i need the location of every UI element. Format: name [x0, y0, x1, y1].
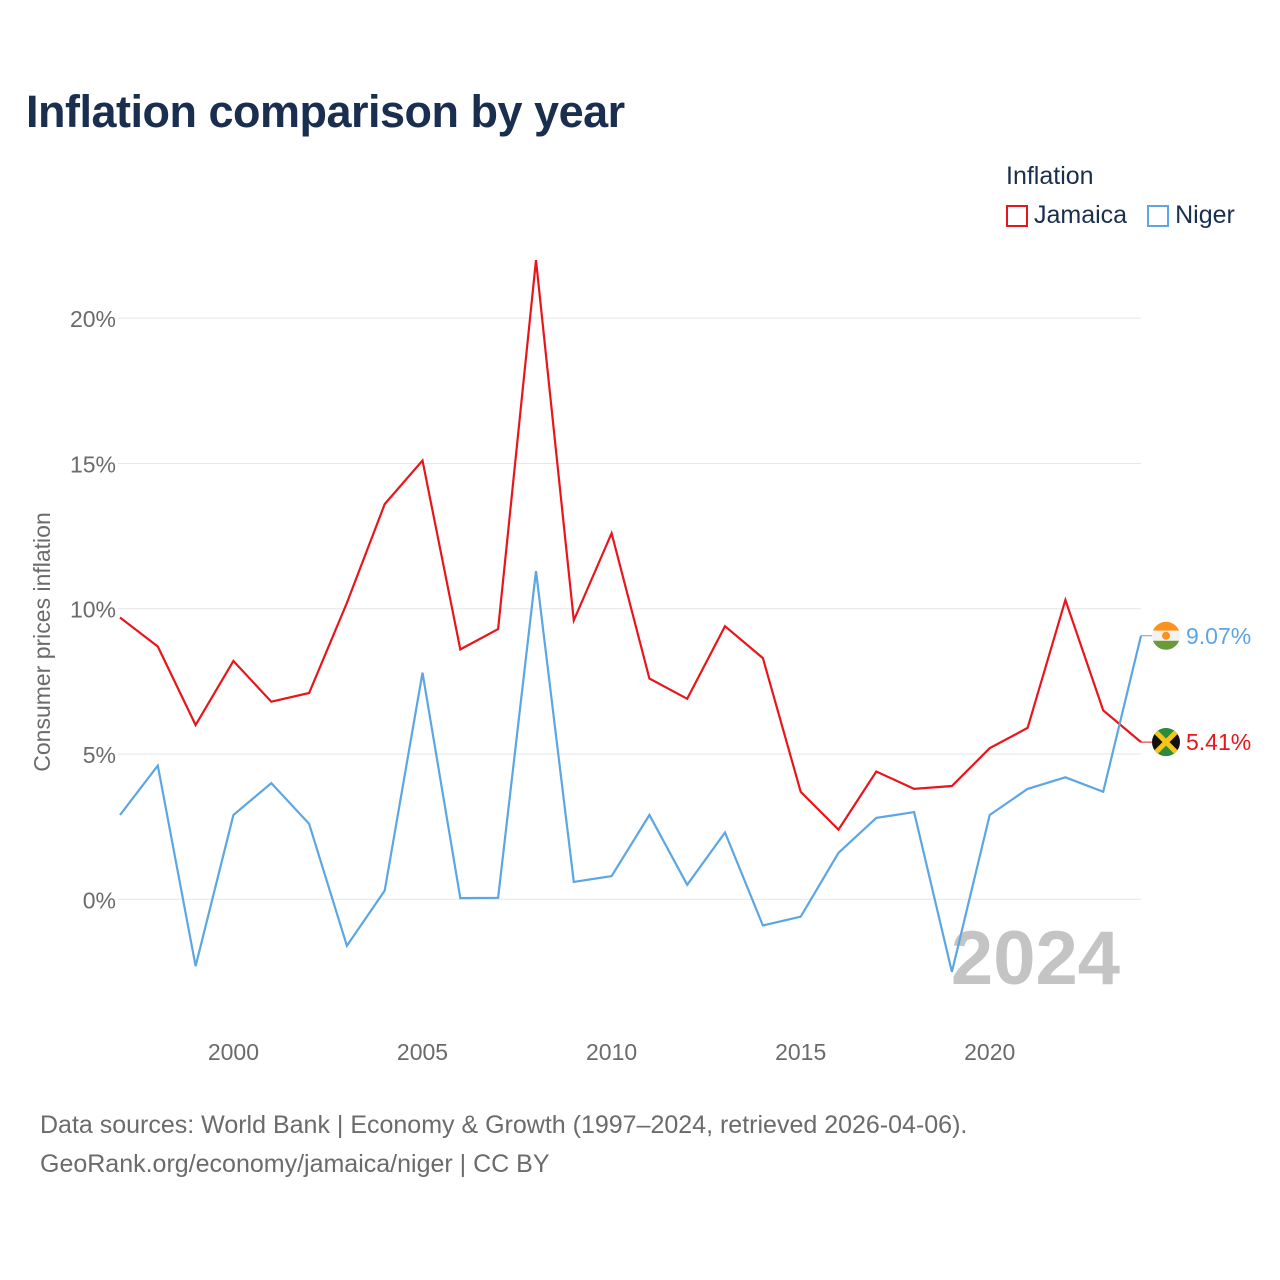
data-point-niger [911, 809, 917, 815]
data-point-niger [873, 815, 879, 821]
y-axis-label: Consumer prices inflation [29, 512, 55, 772]
data-point-jamaica [722, 623, 728, 629]
data-point-niger [835, 850, 841, 856]
data-point-niger [193, 963, 199, 969]
data-point-jamaica [987, 745, 993, 751]
x-tick-label: 2015 [775, 1039, 826, 1065]
legend-title: Inflation [1006, 162, 1094, 190]
legend-item-jamaica[interactable]: Jamaica [1006, 201, 1127, 230]
end-value-label-jamaica: 5.41% [1186, 729, 1251, 755]
data-point-jamaica [344, 600, 350, 606]
data-point-niger [760, 922, 766, 928]
y-tick-label: 15% [70, 451, 116, 477]
footer-attribution: GeoRank.org/economy/jamaica/niger | CC B… [40, 1150, 550, 1178]
x-tick-label: 2000 [208, 1039, 259, 1065]
data-point-niger [495, 895, 501, 901]
data-point-niger [646, 812, 652, 818]
niger-flag-icon [1152, 621, 1180, 650]
data-point-jamaica [1025, 725, 1031, 731]
data-point-niger [155, 763, 161, 769]
data-point-jamaica [684, 696, 690, 702]
data-point-niger [1025, 786, 1031, 792]
year-watermark: 2024 [951, 916, 1120, 1001]
data-point-niger [684, 882, 690, 888]
data-point-niger [344, 943, 350, 949]
data-point-niger [609, 873, 615, 879]
y-tick-label: 10% [70, 597, 116, 623]
data-point-jamaica [495, 626, 501, 632]
data-point-jamaica [155, 644, 161, 650]
data-point-niger [1062, 774, 1068, 780]
legend-label-jamaica: Jamaica [1034, 201, 1128, 229]
series-line-jamaica [119, 259, 1142, 832]
data-point-jamaica [835, 827, 841, 833]
line-chart: 0% 5% 10% 15% 20% 2000 2005 2010 2015 2020 Consume… [29, 257, 1251, 1065]
x-tick-label: 2005 [397, 1039, 448, 1065]
data-point-jamaica [1100, 707, 1106, 713]
x-tick-label: 2010 [586, 1039, 637, 1065]
data-point-niger [987, 812, 993, 818]
data-point-jamaica [193, 722, 199, 728]
data-point-jamaica [382, 501, 388, 507]
data-point-niger [268, 780, 274, 786]
y-tick-label: 5% [83, 742, 116, 768]
data-point-jamaica [911, 786, 917, 792]
y-tick-label: 0% [83, 887, 116, 913]
x-tick-label: 2020 [964, 1039, 1015, 1065]
data-point-niger [798, 914, 804, 920]
data-point-niger [949, 969, 955, 975]
data-point-jamaica [949, 783, 955, 789]
footer: Data sources: World Bank | Economy & Gro… [40, 1106, 967, 1184]
legend-item-niger[interactable]: Niger [1147, 201, 1235, 230]
series-line-niger [119, 570, 1143, 973]
data-point-jamaica [1062, 597, 1068, 603]
data-point-niger [1100, 789, 1106, 795]
data-point-jamaica [533, 257, 539, 263]
data-point-niger [722, 829, 728, 835]
data-point-jamaica [760, 655, 766, 661]
data-point-niger [571, 879, 577, 885]
data-point-jamaica [571, 617, 577, 623]
data-point-niger [306, 821, 312, 827]
data-point-niger [457, 895, 463, 901]
data-point-niger [420, 670, 426, 676]
data-point-niger [382, 888, 388, 894]
data-point-jamaica [117, 614, 123, 620]
footer-sources: Data sources: World Bank | Economy & Gro… [40, 1111, 968, 1139]
legend-swatch-niger [1147, 204, 1170, 227]
data-point-niger [230, 812, 236, 818]
data-point-niger [117, 812, 123, 818]
data-point-jamaica [306, 690, 312, 696]
legend: Inflation Jamaica Niger [1006, 162, 1235, 230]
data-point-niger [533, 568, 539, 574]
legend-swatch-jamaica [1006, 204, 1028, 227]
data-point-jamaica [609, 530, 615, 536]
data-point-jamaica [420, 458, 426, 464]
end-value-label-niger: 9.07% [1186, 623, 1251, 649]
data-point-jamaica [268, 699, 274, 705]
y-tick-label: 20% [70, 306, 116, 332]
data-point-jamaica [873, 768, 879, 774]
data-point-jamaica [646, 675, 652, 681]
data-point-jamaica [230, 658, 236, 664]
data-point-jamaica [798, 789, 804, 795]
chart-title: Inflation comparison by year [26, 86, 625, 137]
legend-label-niger: Niger [1175, 201, 1235, 229]
jamaica-flag-icon [1152, 728, 1180, 757]
data-point-jamaica [457, 646, 463, 652]
